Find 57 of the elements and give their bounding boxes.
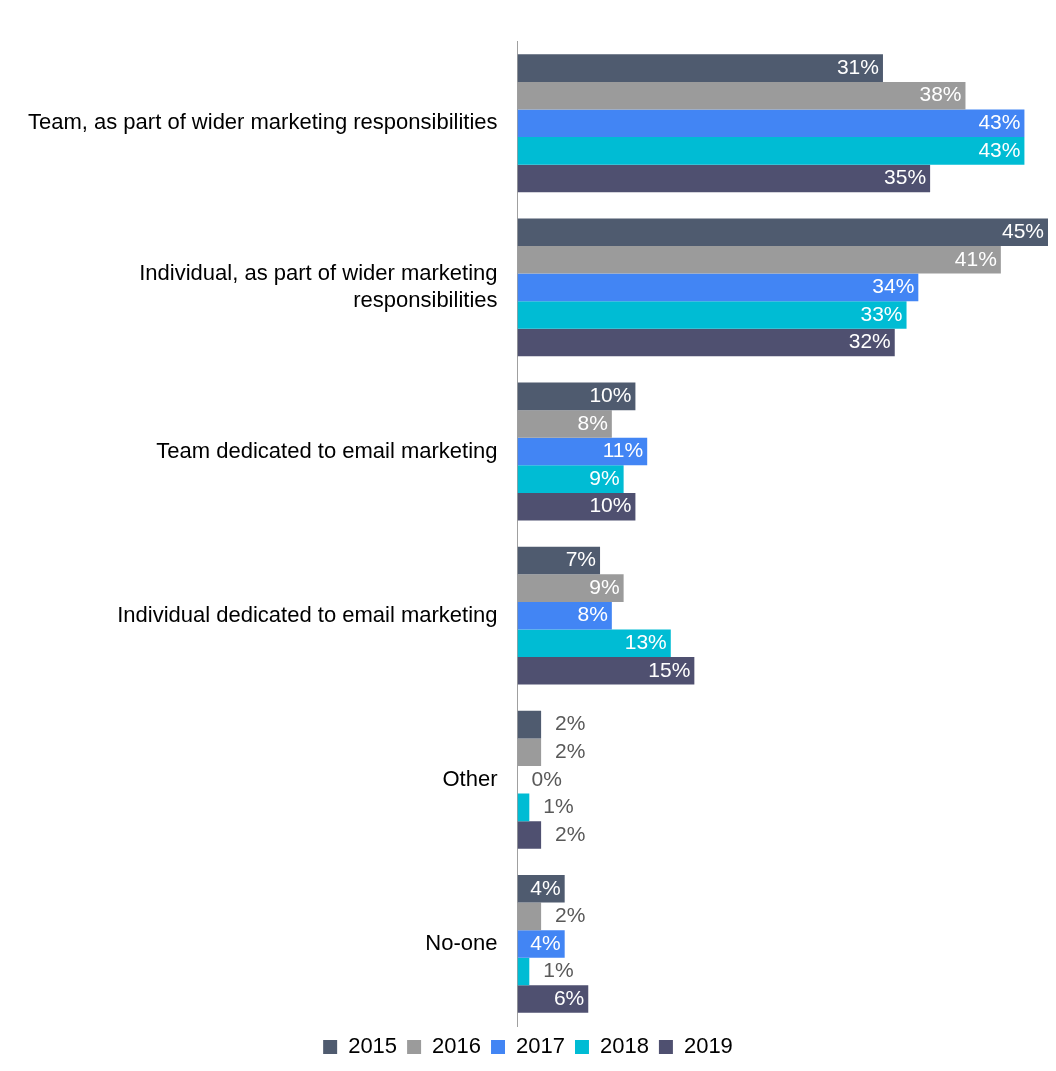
data-label: 9% [589,574,620,598]
data-label: 31% [836,54,879,78]
data-label: 13% [624,630,667,654]
y-tick-label: Team, as part of wider marketing responsibilities [28,109,498,135]
data-label: 1% [543,958,574,982]
legend-label: 2016 [432,1033,482,1059]
data-label: 34% [872,274,915,298]
data-label: 41% [954,246,997,270]
data-label: 2% [555,711,586,735]
data-label: 9% [589,465,620,489]
bar [517,793,530,822]
data-label: 32% [848,329,891,353]
data-label: 43% [978,137,1021,161]
bar [517,328,895,357]
data-label: 6% [553,985,585,1009]
data-label: 15% [648,657,691,681]
data-label: 33% [860,301,903,325]
data-label: 10% [589,493,632,517]
legend-label: 2018 [599,1033,649,1059]
bar [517,657,695,685]
legend-label: 2017 [516,1033,565,1059]
data-label: 4% [530,930,561,954]
data-label: 10% [589,383,632,407]
bar [517,164,931,193]
bar [517,437,648,466]
bar [517,273,919,302]
data-label: 35% [884,165,927,189]
data-label: 0% [531,766,562,790]
bar [517,629,671,658]
data-label: 2% [555,821,586,845]
y-tick-label: Individual dedicated to email marketing [117,601,498,627]
data-label: 7% [565,547,597,571]
legend-label: 2019 [683,1033,733,1059]
data-label: 11% [602,438,644,462]
data-label: 45% [1001,219,1044,243]
bar [517,109,1025,138]
data-label: 4% [530,875,561,899]
y-tick-label: Team dedicated to email marketing [156,437,498,463]
data-label: 8% [577,602,608,626]
bar [517,465,624,493]
y-tick-label: Individual, as part of wider marketing responsibilities [139,260,498,312]
y-tick-label: No-one [425,930,498,955]
bar [517,137,1025,165]
y-tick-label: Other [442,765,498,791]
bar [517,54,883,82]
bar [517,710,542,739]
bar [517,957,530,986]
bar [517,218,1048,247]
data-label: 43% [978,110,1021,134]
bar [517,821,542,849]
legend-label: 2015 [348,1033,398,1059]
bar [517,301,907,329]
data-label: 1% [543,794,574,818]
data-label: 2% [555,739,586,763]
data-label: 8% [577,410,608,434]
data-label: 38% [919,82,962,106]
data-label: 2% [555,903,586,927]
